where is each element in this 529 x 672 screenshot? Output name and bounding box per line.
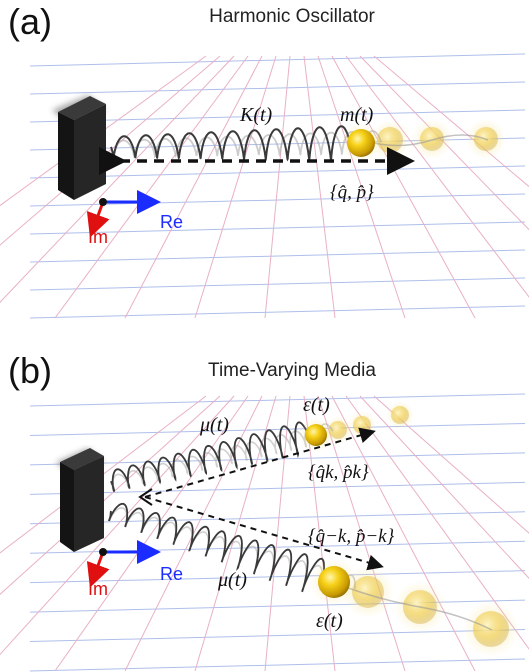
- panel-a-grid-h: [29, 193, 526, 207]
- panel-b: (b) Time-Varying Media: [0, 350, 529, 672]
- panel-a-ghost-masses: [369, 119, 506, 160]
- panel-a-im-label: Im: [88, 227, 108, 247]
- panel-b-upper-spring-label: μ(t): [199, 414, 229, 436]
- panel-b-lower-mass: [310, 558, 358, 606]
- panel-b-grid-v: [359, 395, 529, 579]
- panel-a-grid-v: [331, 55, 476, 319]
- panel-b-wall-block: [60, 448, 104, 552]
- panel-b-grid-v: [373, 395, 529, 534]
- panel-b-arrow-origin: [138, 488, 153, 506]
- panel-a-grid-v: [194, 55, 277, 319]
- panel-b-grid-h: [29, 422, 526, 436]
- panel-a-grid-h: [29, 249, 526, 263]
- panel-a-grid-h: [29, 277, 526, 291]
- panel-b-grid-h: [29, 599, 526, 613]
- panel-a-grid-v: [264, 55, 291, 319]
- panel-a-imag-axis: [86, 201, 110, 238]
- panel-b-axes: Re Im: [86, 540, 183, 599]
- panel-a-grid-v: [317, 55, 406, 319]
- panel-b-grid-v: [331, 395, 476, 672]
- panel-a-spring-label: K(t): [239, 104, 273, 126]
- panel-b-state-minus-k-label: {q̂−k, p̂−k}: [308, 526, 395, 547]
- panel-a-grid-v: [373, 55, 529, 188]
- panel-b-grid-v: [0, 395, 207, 554]
- panel-b-re-label: Re: [160, 564, 183, 584]
- panel-b-lower-ghost-masses: [339, 566, 519, 657]
- panel-a-grid-h: [29, 221, 526, 235]
- panel-a-wall-block: [58, 96, 106, 200]
- panel-b-grid-h: [29, 570, 526, 584]
- panel-b-lower-mass-label: ε(t): [316, 610, 343, 632]
- panel-a: (a) Harmonic Oscillator: [0, 1, 529, 319]
- panel-a-grid-v: [54, 55, 249, 319]
- panel-b-state-k-label: {q̂k, p̂k}: [308, 462, 369, 483]
- panel-a-grid-v: [0, 55, 207, 207]
- panel-b-imag-axis: [86, 551, 110, 588]
- panel-a-axes-origin: [99, 198, 107, 206]
- panel-a-mass: [341, 123, 381, 163]
- panel-b-lower-spring-label: μ(t): [217, 569, 247, 591]
- panel-b-upper-spring: [110, 421, 310, 493]
- panel-a-grid-h: [29, 109, 526, 123]
- panel-b-im-label: Im: [88, 579, 108, 599]
- panel-a-grid-v: [0, 55, 235, 303]
- panel-b-axes-origin: [99, 548, 107, 556]
- panel-b-minus-k-arrow: [144, 496, 384, 571]
- panel-a-grid-h: [29, 53, 526, 67]
- panel-b-grid-h: [29, 393, 526, 407]
- panel-a-grid-v: [359, 55, 529, 231]
- panel-a-letter: (a): [8, 1, 52, 42]
- panel-a-grid-v: [303, 55, 336, 319]
- panel-a-title: Harmonic Oscillator: [209, 6, 375, 27]
- panel-a-grid-h: [29, 81, 526, 95]
- panel-b-grid-h: [29, 481, 526, 495]
- panel-a-axes: Re Im: [86, 190, 183, 247]
- panel-a-mass-label: m(t): [340, 104, 374, 126]
- panel-b-letter: (b): [8, 350, 52, 391]
- panel-b-grid-v: [54, 395, 249, 672]
- panel-b-title: Time-Varying Media: [208, 360, 376, 381]
- panel-a-grid-h: [29, 305, 526, 319]
- panel-a-grid-v: [124, 55, 263, 319]
- panel-a-re-label: Re: [160, 212, 183, 232]
- panel-b-grid-h: [29, 629, 526, 643]
- panel-b-grid-h: [29, 511, 526, 525]
- panel-b-upper-mass: [299, 418, 333, 452]
- panel-a-state-label: {q̂, p̂}: [330, 182, 374, 203]
- panel-b-upper-mass-label: ε(t): [303, 394, 330, 416]
- panel-b-lower-spring: [108, 502, 326, 593]
- panel-b-grid-v: [0, 395, 235, 656]
- panel-b-grid-h: [29, 658, 526, 672]
- panel-b-grid-v: [264, 395, 291, 672]
- panel-a-grid-v: [345, 55, 529, 298]
